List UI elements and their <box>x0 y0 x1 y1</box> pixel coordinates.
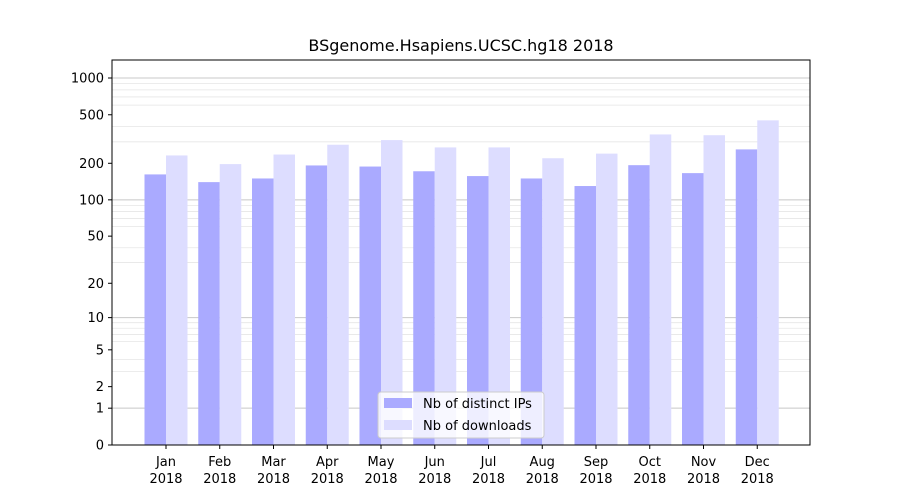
x-tick-label-month: Feb <box>208 455 231 470</box>
bar-downloads <box>703 135 725 446</box>
bar-distinct-ips <box>359 166 381 445</box>
x-tick-label-month: May <box>368 455 395 470</box>
legend-swatch-distinct-ips <box>384 398 412 408</box>
bar-downloads <box>596 153 618 445</box>
bar-distinct-ips <box>520 178 543 445</box>
legend: Nb of distinct IPs Nb of downloads <box>377 391 545 439</box>
legend-label-downloads: Nb of downloads <box>423 419 532 434</box>
x-tick-label-year: 2018 <box>364 472 397 487</box>
bar-distinct-ips <box>413 171 435 446</box>
bar-downloads <box>757 120 779 445</box>
x-tick-label-year: 2018 <box>257 472 290 487</box>
y-tick-label: 500 <box>79 108 104 123</box>
bar-downloads <box>166 155 188 445</box>
bar-downloads <box>434 147 457 445</box>
x-tick-label-year: 2018 <box>472 472 505 487</box>
plot-frame <box>111 59 811 446</box>
x-tick-label-month: Jul <box>480 455 497 470</box>
bar-downloads <box>542 158 564 445</box>
legend-label-distinct-ips: Nb of distinct IPs <box>423 397 532 412</box>
bar-downloads <box>649 134 672 446</box>
bar-distinct-ips <box>144 174 166 446</box>
x-tick-label-year: 2018 <box>687 472 720 487</box>
x-tick-label-year: 2018 <box>311 472 344 487</box>
x-tick-label-year: 2018 <box>149 472 182 487</box>
legend-swatch-downloads <box>384 420 412 430</box>
y-axis: 0 1 2 5 10 20 50 100 200 500 1000 <box>71 72 112 454</box>
bar-distinct-ips <box>305 165 328 445</box>
bar-distinct-ips <box>467 176 489 445</box>
bar-downloads <box>219 164 242 445</box>
x-tick-label-month: Aug <box>530 455 555 470</box>
bar-downloads <box>273 154 295 446</box>
bar-downloads <box>327 144 349 446</box>
bar-distinct-ips <box>198 182 220 446</box>
bar-distinct-ips <box>735 149 758 445</box>
y-tick-label: 1000 <box>71 72 104 87</box>
x-tick-label-month: Mar <box>261 455 286 470</box>
x-tick-label-month: Jun <box>424 455 445 470</box>
bar-distinct-ips <box>252 178 274 445</box>
x-tick-label-year: 2018 <box>203 472 236 487</box>
y-tick-label: 100 <box>79 193 104 208</box>
x-tick-label-year: 2018 <box>526 472 559 487</box>
x-tick-label-month: Nov <box>691 455 717 470</box>
bar-distinct-ips <box>574 186 596 446</box>
x-tick-label-month: Oct <box>639 455 661 470</box>
y-tick-label: 10 <box>87 311 104 326</box>
bar-distinct-ips <box>628 165 650 445</box>
y-tick-label: 50 <box>87 230 104 245</box>
x-tick-label-month: Jan <box>155 455 176 470</box>
x-tick-label-year: 2018 <box>741 472 774 487</box>
bar-distinct-ips <box>682 173 704 446</box>
y-tick-label: 5 <box>96 343 104 358</box>
y-tick-label: 200 <box>79 157 104 172</box>
legend-box <box>377 391 545 439</box>
x-tick-label-year: 2018 <box>579 472 612 487</box>
y-tick-label: 0 <box>96 439 104 454</box>
bars <box>144 120 779 446</box>
x-tick-label-year: 2018 <box>418 472 451 487</box>
x-axis: Jan 2018 Feb 2018 Mar 2018 Apr 2018 May 2018 Jun 20… <box>149 445 774 487</box>
y-tick-label: 1 <box>96 402 104 417</box>
y-tick-label: 2 <box>96 380 104 395</box>
x-tick-label-month: Apr <box>316 455 339 470</box>
chart-title: BSgenome.Hsapiens.UCSC.hg18 2018 <box>308 36 613 55</box>
x-tick-label-month: Dec <box>745 455 770 470</box>
bar-downloads <box>488 147 510 445</box>
x-tick-label-month: Sep <box>584 455 609 470</box>
x-tick-label-year: 2018 <box>633 472 666 487</box>
bar-downloads <box>381 140 403 445</box>
y-tick-label: 20 <box>87 277 104 292</box>
